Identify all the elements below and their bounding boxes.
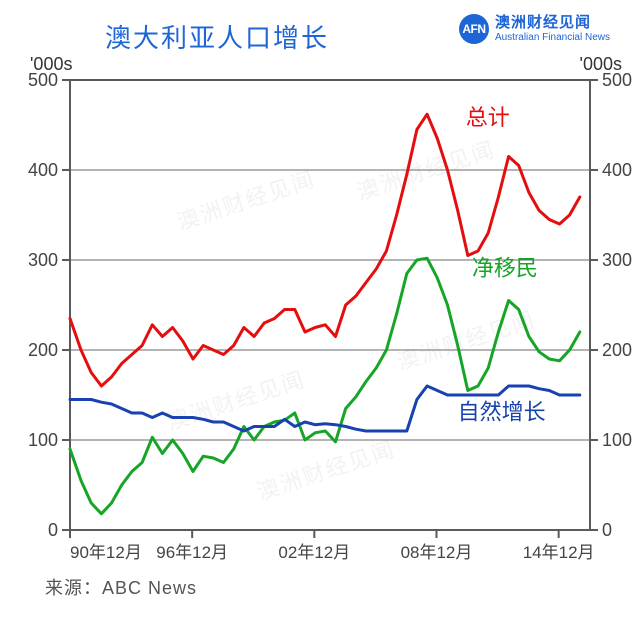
y-tick-label-right: 300 bbox=[602, 250, 632, 270]
watermark: 澳洲财经见闻 bbox=[254, 436, 399, 504]
x-tick-label: 08年12月 bbox=[401, 543, 473, 562]
series-line-total bbox=[70, 114, 580, 386]
x-tick-label: 14年12月 bbox=[523, 543, 595, 562]
y-tick-label-left: 100 bbox=[28, 430, 58, 450]
chart-container: 澳大利亚人口增长 AFN 澳洲财经见闻 Australian Financial… bbox=[0, 0, 640, 618]
x-tick-label: 02年12月 bbox=[278, 543, 350, 562]
series-label-total: 总计 bbox=[466, 105, 510, 130]
y-tick-label-left: 0 bbox=[48, 520, 58, 540]
series-label-natural: 自然增长 bbox=[458, 399, 546, 424]
watermark: 澳洲财经见闻 bbox=[174, 166, 319, 234]
y-tick-label-left: 400 bbox=[28, 160, 58, 180]
watermark: 澳洲财经见闻 bbox=[164, 366, 309, 434]
y-tick-label-right: 100 bbox=[602, 430, 632, 450]
y-tick-label-left: 500 bbox=[28, 70, 58, 90]
y-tick-label-left: 300 bbox=[28, 250, 58, 270]
watermark: 澳洲财经见闻 bbox=[394, 306, 539, 374]
series-label-nom: 净移民 bbox=[472, 255, 538, 280]
x-tick-label: 90年12月 bbox=[70, 543, 142, 562]
y-tick-label-right: 0 bbox=[602, 520, 612, 540]
y-tick-label-right: 400 bbox=[602, 160, 632, 180]
y-tick-label-right: 500 bbox=[602, 70, 632, 90]
y-tick-label-right: 200 bbox=[602, 340, 632, 360]
y-tick-label-left: 200 bbox=[28, 340, 58, 360]
watermark: 澳洲财经见闻 bbox=[354, 136, 499, 204]
x-tick-label: 96年12月 bbox=[156, 543, 228, 562]
chart-svg: 澳洲财经见闻澳洲财经见闻澳洲财经见闻澳洲财经见闻澳洲财经见闻0010010020… bbox=[0, 0, 640, 618]
source-caption: 来源：ABC News bbox=[45, 574, 197, 600]
